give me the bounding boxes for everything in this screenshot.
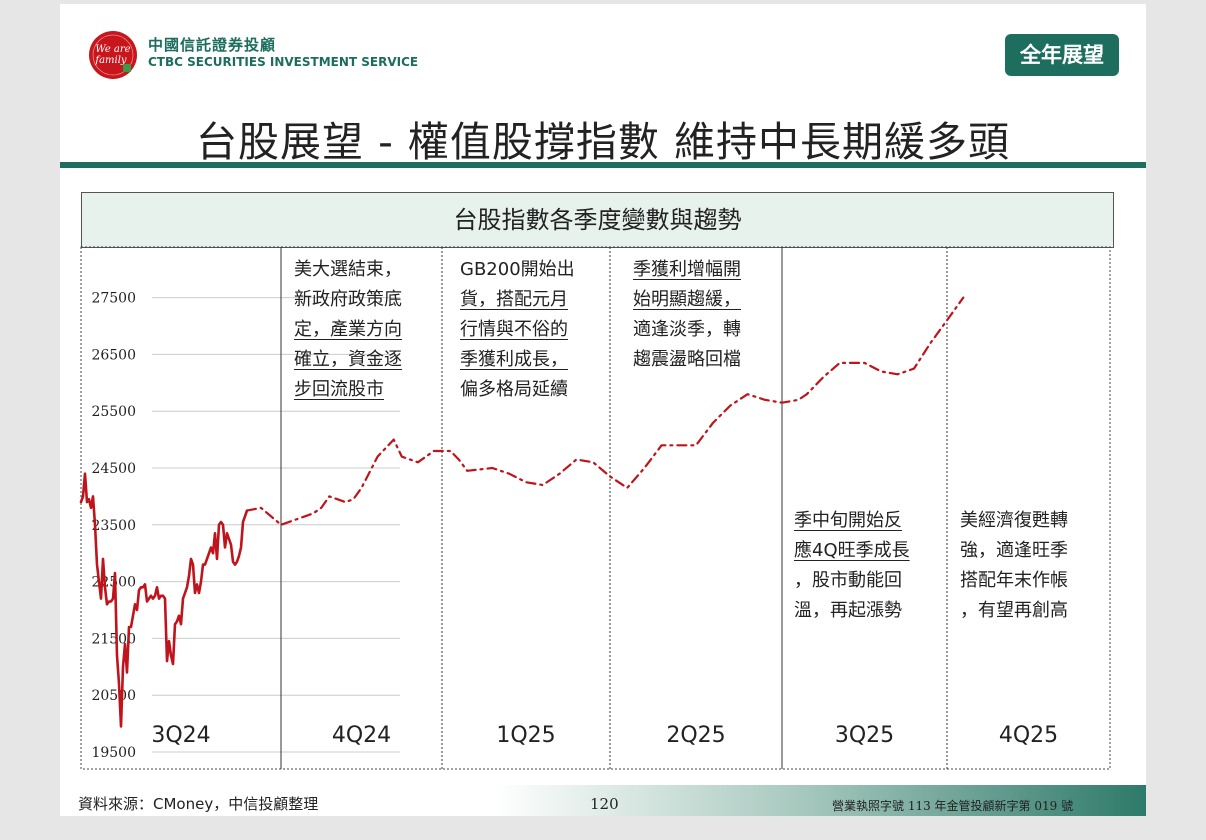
annotation-line: 美大選結束， [294,259,402,280]
annotation-line: 季獲利成長， [460,349,568,370]
annotation-line: 貨，搭配元月 [460,289,568,310]
annotation-line: 季獲利增幅開 [633,259,741,280]
x-segment-label: 4Q25 [999,723,1058,748]
y-tick-label: 23500 [91,518,136,534]
x-segment-label: 3Q25 [835,723,894,748]
data-source: 資料來源：CMoney，中信投顧整理 [78,795,319,813]
annotation-line: 確立，資金逐 [294,349,402,370]
y-tick-label: 20500 [91,688,136,704]
y-tick-label: 24500 [91,461,136,477]
slide-title: 台股展望 - 權值股撐指數 維持中長期緩多頭 [196,118,1010,166]
annotation-line: 美經濟復甦轉 [960,510,1068,531]
x-segment-label: 4Q24 [332,723,391,748]
annotation-3q25: 季中旬開始反 應4Q旺季成長 ，股市動能回 溫，再起漲勢 [794,506,910,626]
annotation-line: 搭配年末作帳 [960,570,1068,591]
x-segment-label: 1Q25 [496,723,555,748]
y-tick-label: 19500 [91,745,136,761]
annotation-line: 步回流股市 [294,379,384,400]
annotation-4q25: 美經濟復甦轉 強，適逢旺季 搭配年末作帳 ，有望再創高 [960,506,1068,626]
annotation-line: 定，產業方向 [294,319,402,340]
svg-text:family: family [94,55,127,66]
footer-bar [60,785,1146,816]
index-trend-chart: 2750026500255002450023500225002150020500… [79,246,1111,770]
annotation-line: 強，適逢旺季 [960,540,1068,561]
y-tick-label: 27500 [91,291,136,307]
annotation-line: 適逢淡季，轉 [633,319,741,340]
annotation-line: 溫，再起漲勢 [794,600,902,621]
annotation-line: ，股市動能回 [794,570,902,591]
svg-text:We are: We are [95,44,130,55]
index-actual-line [79,472,249,728]
index-forecast-line [245,296,965,526]
company-name-cn: 中國信託證券投顧 [148,36,277,54]
x-segment-label: 2Q25 [666,723,725,748]
chart-frame [80,246,1111,770]
y-tick-label: 26500 [91,347,136,363]
annotation-4q24: 美大選結束， 新政府政策底 定，產業方向 確立，資金逐 步回流股市 [294,255,402,405]
license-number: 營業執照字號 113 年金管投顧新字第 019 號 [832,799,1074,813]
annotation-line: ，有望再創高 [960,600,1068,621]
slide: We are family 中國信託證券投顧 CTBC SECURITIES I… [60,4,1146,816]
annotation-line: 偏多格局延續 [460,379,568,400]
x-segment-label: 3Q24 [151,723,210,748]
annotation-2q25: 季獲利增幅開 始明顯趨緩， 適逢淡季，轉 趨震盪略回檔 [633,255,741,375]
annotation-line: 始明顯趨緩， [633,289,741,310]
annotation-line: 行情與不俗的 [460,319,568,340]
company-name-en: CTBC SECURITIES INVESTMENT SERVICE [148,55,419,69]
y-tick-label: 25500 [91,404,136,420]
annotation-line: GB200開始出 [460,259,575,280]
full-year-outlook-badge: 全年展望 [1005,34,1119,76]
annotation-line: 新政府政策底 [294,289,402,310]
page-number: 120 [590,795,619,813]
annotation-line: 應4Q旺季成長 [794,540,910,561]
annotation-line: 季中旬開始反 [794,510,902,531]
title-divider [60,162,1146,168]
company-logo: We are family [89,31,137,79]
annotation-line: 趨震盪略回檔 [633,349,741,370]
annotation-1q25: GB200開始出 貨，搭配元月 行情與不俗的 季獲利成長， 偏多格局延續 [460,255,575,405]
chart-title: 台股指數各季度變數與趨勢 [81,192,1114,248]
